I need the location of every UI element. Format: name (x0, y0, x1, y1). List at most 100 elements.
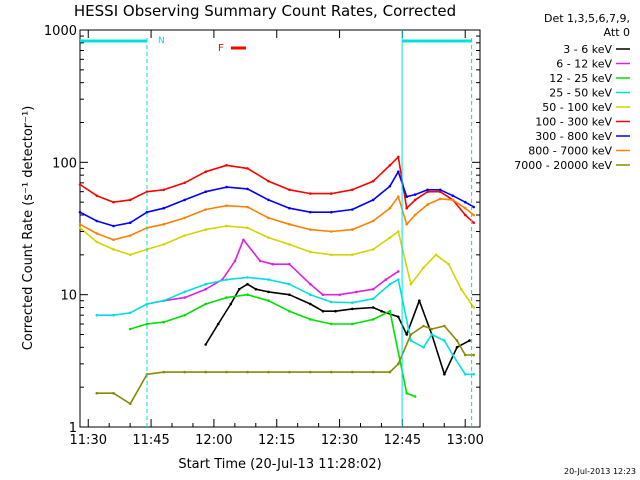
data-point (405, 206, 409, 210)
data-point (330, 370, 333, 374)
data-point (388, 184, 392, 188)
data-point (246, 282, 249, 286)
data-point (129, 198, 132, 202)
data-point (397, 195, 400, 198)
data-point (267, 179, 270, 183)
data-point (321, 309, 325, 313)
data-point (371, 248, 375, 251)
legend-label: 50 - 100 keV (542, 101, 612, 114)
data-point (388, 282, 392, 286)
data-point (422, 266, 425, 270)
timestamp: 20-Jul-2013 12:23 (564, 467, 636, 476)
data-point (288, 293, 291, 297)
data-point (78, 210, 82, 214)
x-tick-label: 11:30 (70, 433, 107, 448)
data-point (413, 193, 417, 196)
data-point (145, 210, 149, 214)
data-point (267, 290, 270, 294)
series-4 (95, 276, 476, 376)
data-point (183, 181, 186, 185)
data-point (204, 170, 207, 173)
data-point (225, 296, 228, 299)
data-point (183, 290, 186, 294)
data-point (330, 210, 333, 214)
data-point (183, 296, 186, 299)
data-point (78, 223, 82, 226)
data-point (309, 210, 312, 214)
data-point (145, 322, 149, 326)
data-point (330, 322, 333, 326)
data-point (288, 370, 291, 374)
data-point (438, 197, 442, 201)
data-point (418, 299, 421, 303)
data-point (422, 346, 425, 349)
data-point (288, 206, 291, 210)
series-5 (78, 224, 476, 309)
legend-label: 6 - 12 keV (556, 58, 612, 71)
data-point (129, 327, 132, 331)
data-point (267, 299, 270, 303)
y-axis-ticks: 1 10 100 1000 (44, 24, 480, 436)
data-point (288, 282, 291, 286)
data-point (288, 262, 291, 266)
data-point (225, 204, 228, 207)
data-point (472, 353, 476, 357)
data-point (472, 213, 476, 217)
data-point (129, 402, 132, 406)
y-tick-label: 1000 (44, 24, 77, 39)
data-point (430, 327, 434, 331)
observing-overlay (80, 30, 473, 427)
series-1 (204, 282, 471, 376)
data-point (426, 188, 429, 192)
series-layer (78, 155, 476, 406)
plot-area-frame (79, 29, 481, 428)
data-point (464, 213, 467, 217)
series-9 (95, 324, 476, 406)
data-point (183, 234, 186, 237)
data-point (388, 206, 392, 210)
data-point (183, 216, 186, 220)
data-point (78, 226, 82, 230)
data-point (405, 391, 409, 395)
flare-marker: F (218, 43, 224, 54)
series-line (96, 325, 474, 405)
data-point (330, 300, 333, 304)
data-point (371, 219, 375, 223)
data-point (405, 333, 409, 336)
data-point (145, 190, 149, 193)
y-tick-label: 1 (69, 421, 77, 436)
data-point (351, 322, 354, 326)
data-point (388, 309, 392, 313)
data-point (309, 228, 312, 231)
data-point (288, 188, 291, 192)
data-point (204, 190, 207, 193)
data-point (443, 373, 446, 376)
data-point (183, 370, 186, 374)
data-point (204, 370, 207, 374)
data-point (380, 309, 383, 313)
data-point (183, 198, 186, 202)
data-point (204, 287, 207, 291)
legend-label: 12 - 25 keV (549, 72, 612, 85)
data-point (204, 343, 207, 346)
x-tick-label: 12:30 (321, 433, 358, 448)
series-2 (145, 238, 400, 306)
data-point (384, 278, 388, 281)
data-point (464, 200, 467, 204)
series-3 (129, 293, 417, 398)
data-point (371, 297, 375, 301)
data-point (129, 234, 132, 237)
data-point (426, 203, 429, 206)
data-point (288, 309, 291, 313)
data-point (112, 248, 115, 251)
data-point (246, 226, 249, 230)
data-point (405, 223, 409, 226)
data-point (271, 262, 275, 266)
data-point (267, 370, 270, 374)
data-point (330, 230, 333, 233)
x-tick-label: 12:45 (384, 433, 421, 448)
legend-label: 100 - 300 keV (535, 116, 612, 129)
data-point (397, 170, 400, 173)
data-point (204, 302, 207, 306)
data-point (267, 278, 270, 281)
